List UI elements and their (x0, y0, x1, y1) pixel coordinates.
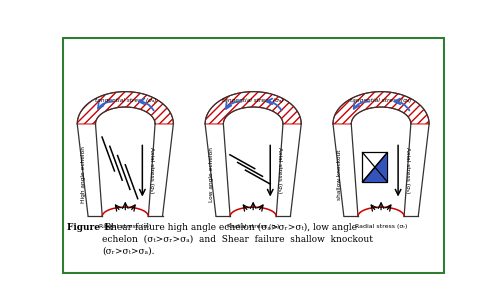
Text: Low angle echelon: Low angle echelon (208, 147, 213, 202)
Text: shallow knockout: shallow knockout (336, 150, 341, 200)
Polygon shape (333, 92, 429, 124)
Text: tangential stress (σₐ): tangential stress (σₐ) (222, 98, 284, 103)
Text: Shear failure high angle echelon (σₐ>σᵣ>σₜ), low angle
echelon  (σₜ>σᵣ>σₐ)  and : Shear failure high angle echelon (σₐ>σᵣ>… (102, 222, 373, 255)
Polygon shape (363, 152, 387, 182)
Text: Figure 1:: Figure 1: (67, 222, 113, 232)
Text: Radial stress (σᵣ): Radial stress (σᵣ) (355, 224, 407, 229)
Polygon shape (363, 152, 387, 182)
Text: Radial stress (σᵣ): Radial stress (σᵣ) (99, 224, 152, 229)
Text: Axial stress (σₐ): Axial stress (σₐ) (149, 147, 154, 193)
FancyBboxPatch shape (63, 38, 444, 274)
Polygon shape (205, 92, 301, 124)
Text: Radial stress (σᵣ): Radial stress (σᵣ) (227, 224, 280, 229)
Text: tangential stress (σₐ): tangential stress (σₐ) (350, 98, 412, 103)
Text: Axial stress (σₐ): Axial stress (σₐ) (277, 147, 282, 193)
Polygon shape (77, 92, 173, 124)
Text: Axial stress (σₐ): Axial stress (σₐ) (405, 147, 410, 193)
Text: tangential stress (σₐ): tangential stress (σₐ) (95, 98, 156, 103)
Text: High angle echelon: High angle echelon (81, 146, 86, 203)
